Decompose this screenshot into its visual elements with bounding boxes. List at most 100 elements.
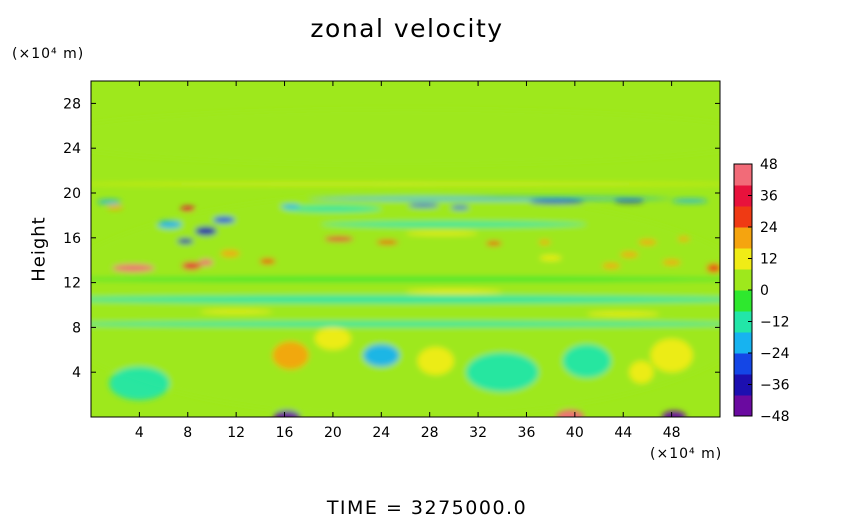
- field-feature-blue-jet-38: [529, 200, 584, 204]
- field-feature-cyan-19-left: [97, 199, 122, 205]
- field-feature-cyan-pool-7: [157, 220, 182, 229]
- y-tick-label: 12: [63, 276, 81, 292]
- colorbar-tick-label: 0: [760, 283, 769, 299]
- y-tick-label: 20: [63, 186, 81, 202]
- colorbar-tick-label: −12: [760, 315, 790, 331]
- field-feature-orange-37: [538, 240, 551, 245]
- y-tick-label: 24: [63, 141, 81, 157]
- y-tick-label: 4: [72, 365, 81, 381]
- colorbar: 48 36 24 12 0 −12 −24 −36 −48: [733, 157, 790, 425]
- field-feature-cyan-band-19: [308, 196, 672, 201]
- field-feature-red-jet-23: [376, 240, 399, 245]
- x-tick-label: 24: [372, 425, 390, 441]
- colorbar-tick-label: −36: [760, 378, 790, 394]
- field-feature-lower-yellow-4: [629, 361, 654, 384]
- colorbar-swatch: [734, 185, 752, 207]
- field-feature-lower-yellow-1: [272, 341, 309, 370]
- field-feature-blue-jet-27: [408, 203, 439, 208]
- y-tick-label: 16: [63, 231, 81, 247]
- field-feature-blue-pool-16: [280, 204, 301, 209]
- field-feature-bottom-blue-left: [273, 410, 301, 417]
- x-tick-label: 48: [663, 425, 681, 441]
- colorbar-tick-label: 48: [760, 157, 778, 173]
- field-feature-red-jet-left: [112, 264, 155, 272]
- x-tick-label: 4: [135, 425, 144, 441]
- field-feature-yellow-diag-4: [539, 255, 562, 261]
- colorbar-swatch: [734, 332, 752, 354]
- colorbar-swatch: [734, 164, 752, 186]
- colorbar-tick-label: 12: [760, 252, 778, 268]
- field-feature-red-jet-14: [259, 258, 276, 265]
- field-feature-base-background: [91, 193, 720, 417]
- x-tick-label: 16: [276, 425, 294, 441]
- field-feature-lower-yellow-2: [314, 327, 352, 350]
- chart-title: zonal velocity: [310, 14, 504, 43]
- field-feature-red-jet-9: [198, 259, 214, 266]
- field-feature-lower-cyan-2: [363, 344, 400, 367]
- x-tick-label: 40: [566, 425, 584, 441]
- field-feature-cyan-band-12: [91, 276, 720, 283]
- field-feature-lower-yellow-5: [417, 347, 454, 375]
- field-feature-yellow-diag-3: [638, 239, 657, 246]
- colorbar-swatch: [734, 353, 752, 375]
- field-feature-yellow-18-left: [107, 205, 124, 210]
- colorbar-tick-label: −24: [760, 346, 790, 362]
- field-feature-yellow-band-16: [405, 231, 479, 236]
- field-feature-blue-band-8: [91, 321, 720, 327]
- colorbar-swatch: [734, 227, 752, 249]
- field-feature-lower-cyan-3: [465, 352, 539, 392]
- plot-frame: [90, 80, 721, 418]
- colorbar-tick-label: 36: [760, 189, 778, 205]
- field-feature-bottom-blue-right: [661, 410, 687, 417]
- field-feature-blue-pool-9: [195, 226, 217, 236]
- field-feature-blue-jet-44: [614, 198, 645, 203]
- field-feature-orange-15: [220, 250, 240, 257]
- field-feature-yellow-diag-2: [620, 251, 639, 258]
- x-axis-unit: (×10⁴ m): [650, 446, 723, 462]
- field-feature-orange-49: [677, 236, 690, 242]
- field-feature-cyan-band-17b: [284, 205, 382, 213]
- colorbar-swatch: [734, 311, 752, 333]
- field-feature-blue-jet-30: [450, 205, 470, 210]
- field-feature-cyan-band-10: [91, 295, 720, 304]
- field-feature-yellow-band-11: [405, 289, 503, 294]
- field-feature-blue-pool-11: [213, 216, 235, 224]
- x-tick-label: 44: [614, 425, 632, 441]
- field-feature-yellow-edge-right: [706, 263, 720, 273]
- y-tick-label: 28: [63, 96, 81, 112]
- field-feature-yellow-diag-1: [602, 263, 621, 269]
- x-tick-label: 32: [469, 425, 487, 441]
- field-feature-orange-33: [485, 241, 502, 246]
- field-feature-red-jet-8: [181, 261, 202, 270]
- y-axis-unit: (×10⁴ m): [12, 46, 85, 62]
- colorbar-swatch: [734, 248, 752, 270]
- x-tick-label: 36: [518, 425, 536, 441]
- colorbar-tick-label: 24: [760, 220, 778, 236]
- field-feature-lower-yellow-3: [650, 338, 693, 373]
- colorbar-tick-label: −48: [760, 409, 790, 425]
- field-feature-cyan-band-17: [320, 221, 587, 228]
- field-feature-yellow-band-9: [199, 309, 273, 314]
- colorbar-swatch: [734, 395, 752, 417]
- colorbar-swatch: [734, 206, 752, 228]
- colorbar-swatch: [734, 269, 752, 291]
- x-tick-label: 20: [324, 425, 342, 441]
- field-feature-upper-calm: [91, 109, 720, 165]
- field-feature-lower-cyan-4: [562, 344, 612, 378]
- field-feature-yellow-band-21: [91, 182, 720, 186]
- x-tick-label: 8: [183, 425, 192, 441]
- field-feature-bottom-red: [556, 409, 584, 417]
- x-tick-label: 28: [421, 425, 439, 441]
- field-feature-blue-pool-8: [177, 238, 194, 244]
- time-label: TIME = 3275000.0: [326, 497, 528, 519]
- colorbar-swatch: [734, 290, 752, 312]
- field-feature-yellow-band-9b: [586, 311, 660, 317]
- field-feature-red-jet-18: [324, 236, 354, 242]
- field-feature-lower-cyan-1: [109, 366, 170, 401]
- x-tick-label: 12: [227, 425, 245, 441]
- colorbar-swatch: [734, 374, 752, 396]
- field-feature-red-18-left: [180, 206, 196, 212]
- velocity-field: [91, 81, 720, 417]
